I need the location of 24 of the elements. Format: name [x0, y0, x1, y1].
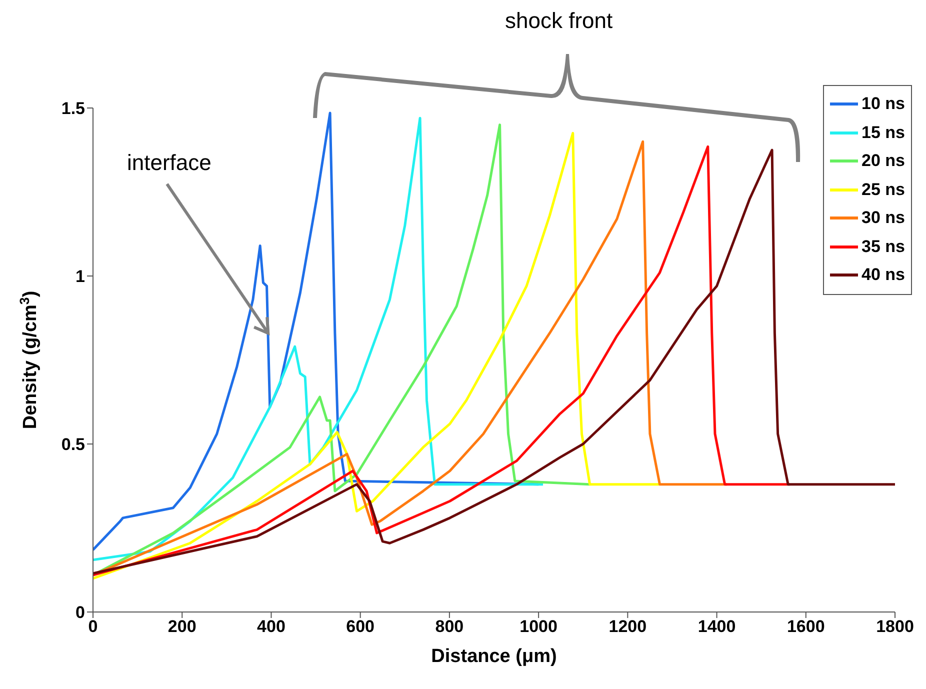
x-tick-label: 400 — [257, 617, 286, 636]
y-tick-label: 1.5 — [61, 99, 85, 118]
x-tick-label: 1200 — [608, 617, 647, 636]
legend-label: 25 ns — [862, 180, 905, 200]
x-tick-label: 1000 — [520, 617, 558, 636]
text: shock front — [505, 8, 613, 34]
x-tick-label: 200 — [168, 617, 196, 636]
x-tick-label: 600 — [346, 617, 375, 636]
legend-label: 35 ns — [862, 236, 905, 257]
legend-label: 20 ns — [862, 151, 905, 172]
x-axis-title: Distance (μm) — [431, 646, 557, 667]
x-tick-label: 0 — [88, 617, 98, 636]
x-tick-label: 1400 — [698, 617, 736, 636]
x-tick-label: 800 — [435, 617, 464, 636]
x-tick-label: 1800 — [876, 617, 914, 636]
legend-label: 40 ns — [862, 265, 905, 286]
legend-label: 10 ns — [862, 94, 905, 114]
y-tick-label: 0.5 — [61, 435, 85, 454]
y-tick-label: 1 — [76, 267, 85, 286]
x-tick-label: 1600 — [786, 617, 825, 636]
legend-label: 15 ns — [862, 122, 905, 143]
annotation: interface — [127, 150, 212, 176]
legend-label: 30 ns — [862, 208, 905, 228]
y-tick-label: 0 — [76, 603, 85, 622]
